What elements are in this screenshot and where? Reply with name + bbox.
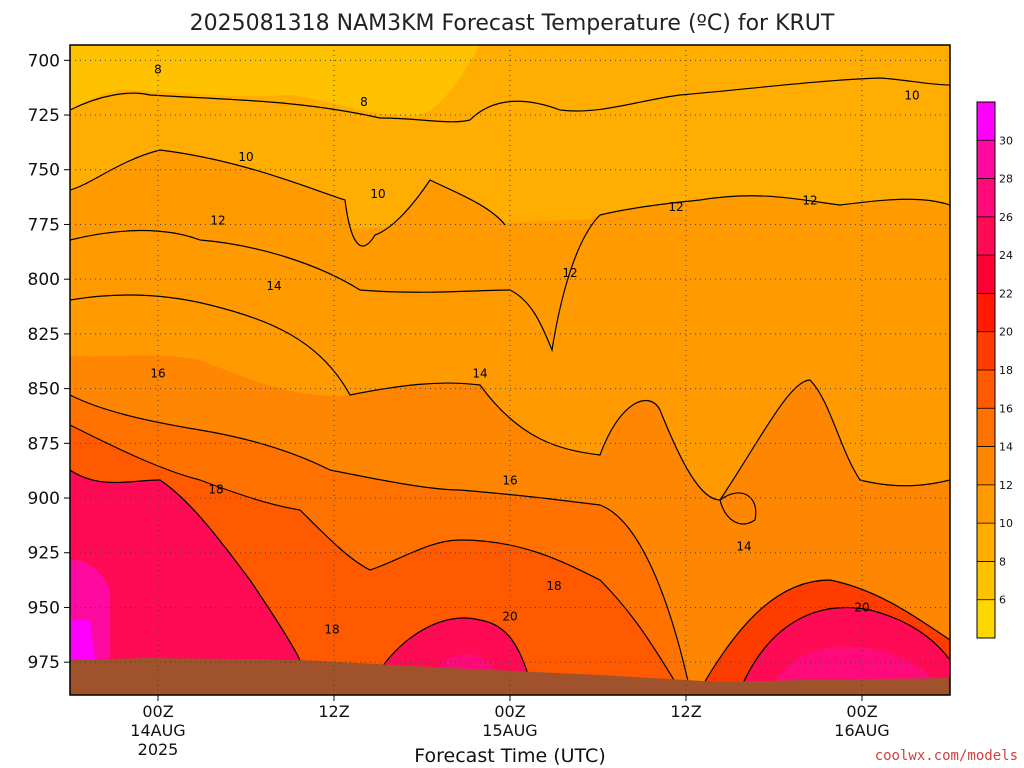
band-14c-pocket	[700, 495, 755, 695]
contour-label-text: 14	[472, 366, 487, 380]
band-10c	[70, 78, 950, 350]
band-8-10c-top	[70, 45, 950, 122]
x-tick-date: 14AUG	[130, 721, 185, 740]
grid	[70, 45, 950, 695]
chart-title: 2025081318 NAM3KM Forecast Temperature (…	[190, 11, 835, 36]
contour-label-text: 18	[208, 482, 223, 496]
contour-18c	[70, 424, 681, 691]
x-tick-time: 12Z	[670, 702, 701, 721]
contour-label-text: 12	[562, 266, 577, 280]
contour-label-text: 12	[210, 213, 225, 227]
contour-8c	[70, 92, 471, 123]
contour-12c	[70, 195, 950, 353]
colorbar-swatch	[977, 484, 995, 524]
contour-label-text: 18	[546, 579, 561, 593]
contour-label-text: 16	[150, 366, 165, 380]
contour-label-text: 14	[736, 539, 751, 553]
colorbar-tick-label: 20	[999, 326, 1013, 339]
band-8c	[70, 45, 480, 116]
colorbar-swatch	[977, 599, 995, 638]
terrain-surface	[70, 658, 950, 695]
contour-14c-loop	[719, 492, 757, 525]
y-tick-label: 825	[28, 325, 60, 345]
x-tick-date: 16AUG	[834, 721, 889, 740]
y-tick-label: 850	[28, 380, 60, 400]
colorbar-tick-label: 14	[999, 441, 1013, 454]
colorbar-swatch	[977, 331, 995, 370]
contour-18c-east	[699, 579, 950, 691]
contour-label-text: 8	[154, 62, 162, 76]
contour-20c-east	[739, 607, 950, 691]
contour-10c	[70, 149, 506, 247]
x-tick-year: 2025	[138, 740, 179, 759]
colorbar-tick-label: 10	[999, 517, 1013, 530]
colorbar-swatch	[977, 293, 995, 332]
credit-label: coolwx.com/models	[875, 748, 1018, 764]
x-tick-time: 12Z	[318, 702, 349, 721]
contour-label-text: 20	[502, 609, 517, 623]
colorbar-swatch	[977, 140, 995, 179]
colorbar-tick-label: 6	[999, 594, 1006, 607]
y-tick-label: 950	[28, 598, 60, 618]
colorbar-swatch	[977, 102, 995, 141]
colorbar-tick-label: 26	[999, 211, 1013, 224]
colorbar-tick-label: 12	[999, 479, 1013, 492]
contour-label-text: 10	[370, 187, 385, 201]
colorbar-swatch	[977, 255, 995, 294]
colorbar-swatch	[977, 370, 995, 409]
y-tick-label: 900	[28, 489, 60, 509]
contour-label-text: 10	[904, 89, 919, 103]
colorbar-swatch	[977, 446, 995, 485]
y-tick-label: 875	[28, 434, 60, 454]
contour-20c-central	[379, 617, 531, 681]
y-tick-label: 800	[28, 270, 60, 290]
contour-label-text: 10	[238, 150, 253, 164]
y-tick-label: 925	[28, 544, 60, 564]
colorbar-swatch	[977, 408, 995, 447]
contour-10c-east	[469, 77, 950, 121]
colorbar-swatch	[977, 216, 995, 256]
y-tick-label: 725	[28, 106, 60, 126]
contour-label-text: 16	[502, 474, 517, 488]
contour-labels: 8 8 10 10 10 12 12 12 12 14 14 14 16 16 18 18 18 20 20	[150, 62, 919, 637]
contour-label-text: 20	[854, 601, 869, 615]
contour-16c	[70, 394, 691, 691]
contour-label-text: 14	[266, 279, 281, 293]
band-20c-west	[70, 470, 300, 695]
band-30c-west	[70, 620, 95, 660]
x-axis-label: Forecast Time (UTC)	[414, 745, 605, 767]
y-tick-label: 775	[28, 215, 60, 235]
colorbar-swatch	[977, 523, 995, 562]
x-tick-time: 00Z	[846, 702, 877, 721]
colorbar: 6 8 10 12 14 16 18 20 22 24 26 28 30	[976, 101, 1013, 639]
x-tick-time: 00Z	[494, 702, 525, 721]
contour-label-text: 8	[360, 95, 368, 109]
colorbar-tick-label: 18	[999, 364, 1013, 377]
colorbar-tick-label: 22	[999, 287, 1013, 300]
y-tick-label: 975	[28, 653, 60, 673]
contour-label-text: 18	[324, 623, 339, 637]
colorbar-tick-label: 28	[999, 173, 1013, 186]
colorbar-tick-label: 30	[999, 134, 1013, 147]
y-tick-label: 750	[28, 161, 60, 181]
y-axis: 700 725 750 775 800 825 850 875 900 925 950 975	[28, 51, 70, 673]
x-tick-time: 00Z	[142, 702, 173, 721]
colorbar-tick-label: 24	[999, 249, 1013, 262]
x-tick-date: 15AUG	[482, 721, 537, 740]
contour-lines	[70, 77, 950, 691]
colorbar-tick-label: 16	[999, 402, 1013, 415]
contour-14c	[70, 294, 950, 501]
colorbar-tick-label: 8	[999, 555, 1006, 568]
colorbar-swatch	[977, 561, 995, 600]
temperature-field	[70, 45, 950, 695]
contour-20c-west	[70, 469, 301, 661]
y-tick-label: 700	[28, 51, 60, 71]
contour-label-text: 12	[802, 194, 817, 208]
colorbar-swatch	[977, 178, 995, 217]
contour-label-text: 12	[668, 200, 683, 214]
